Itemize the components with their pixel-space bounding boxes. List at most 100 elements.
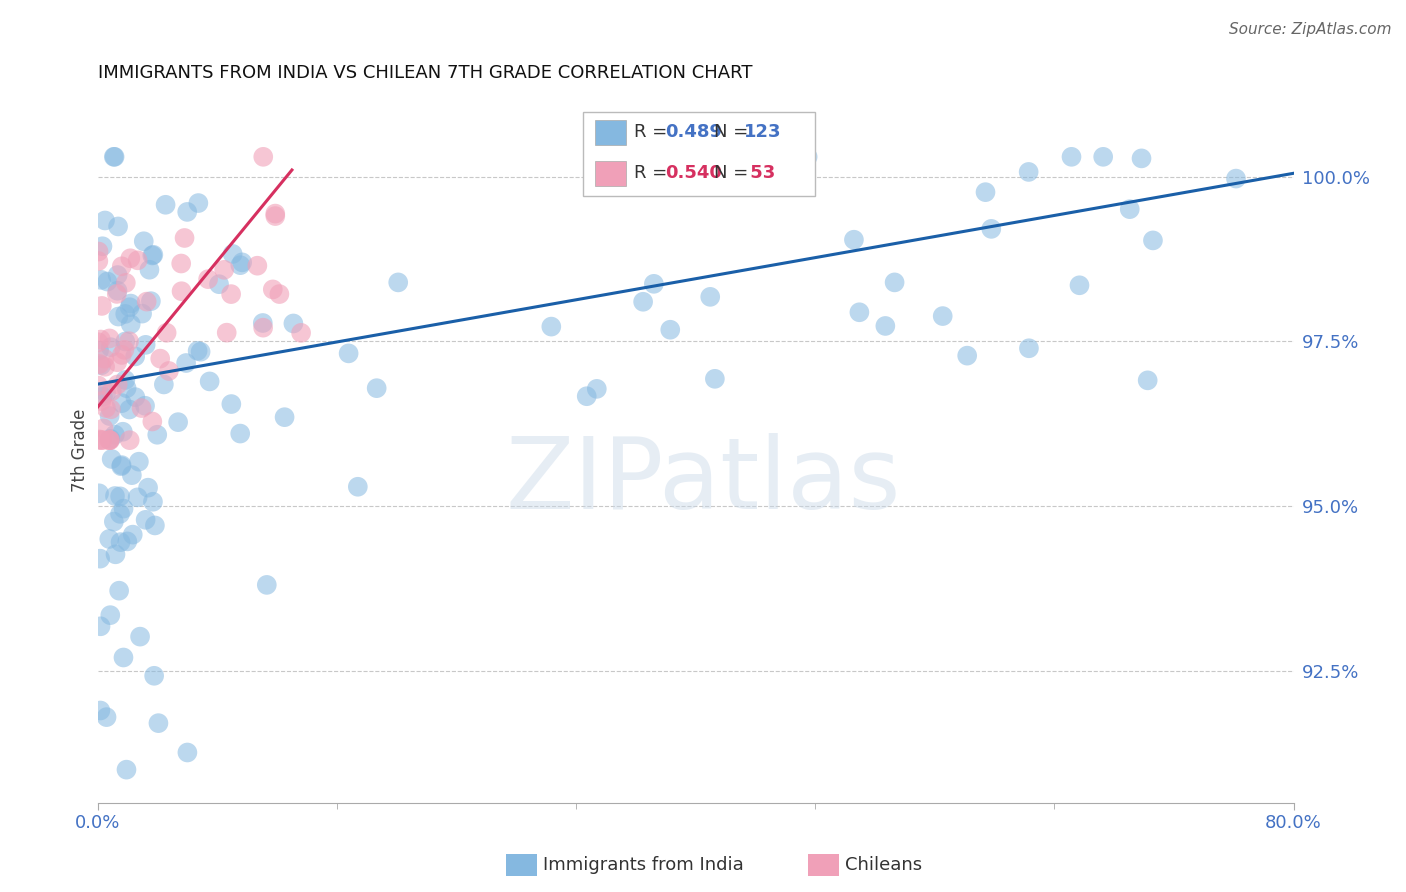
Text: 53: 53 xyxy=(744,164,775,182)
Text: R =: R = xyxy=(634,164,673,182)
Point xyxy=(215,326,238,340)
Point xyxy=(796,150,818,164)
Point xyxy=(134,399,156,413)
Point xyxy=(176,746,198,760)
Point xyxy=(190,344,212,359)
Point xyxy=(176,205,198,219)
Point xyxy=(107,219,129,234)
Text: 123: 123 xyxy=(744,123,782,141)
Point xyxy=(103,150,125,164)
Text: 0.489: 0.489 xyxy=(665,123,723,141)
Point xyxy=(96,275,118,289)
Point xyxy=(120,252,142,266)
Point xyxy=(98,409,121,423)
Point xyxy=(252,320,274,334)
Point xyxy=(94,385,117,400)
Point xyxy=(110,535,132,549)
Point xyxy=(90,333,112,347)
Point xyxy=(120,317,142,331)
Text: ZIPatlas: ZIPatlas xyxy=(505,434,901,530)
Point xyxy=(1142,234,1164,248)
Point xyxy=(1092,150,1115,164)
Point xyxy=(131,401,153,415)
Point xyxy=(98,433,121,447)
Text: Chileans: Chileans xyxy=(845,856,922,874)
Point xyxy=(141,415,163,429)
Point xyxy=(108,583,131,598)
Point xyxy=(1069,278,1091,293)
Point xyxy=(87,335,110,350)
Point xyxy=(1130,152,1153,166)
Point xyxy=(699,290,721,304)
Point xyxy=(290,326,312,340)
Point xyxy=(112,501,135,516)
Point xyxy=(346,480,368,494)
Point xyxy=(91,433,114,447)
Point xyxy=(118,334,141,348)
Point xyxy=(187,343,209,358)
Point xyxy=(129,630,152,644)
Y-axis label: 7th Grade: 7th Grade xyxy=(72,409,89,491)
Point xyxy=(197,272,219,286)
Point xyxy=(703,372,725,386)
Point xyxy=(98,433,121,447)
Text: R =: R = xyxy=(634,123,673,141)
Point xyxy=(98,331,121,345)
Point xyxy=(631,294,654,309)
Point xyxy=(157,364,180,378)
Point xyxy=(156,326,179,340)
Point xyxy=(148,716,170,731)
Point xyxy=(136,481,159,495)
Point xyxy=(115,763,138,777)
Point xyxy=(132,234,155,248)
Point xyxy=(90,299,112,313)
Point xyxy=(264,206,287,220)
Point xyxy=(111,396,134,410)
Point xyxy=(103,515,125,529)
Point xyxy=(105,355,128,369)
Point xyxy=(91,239,114,253)
Point xyxy=(121,468,143,483)
Point xyxy=(107,284,129,298)
Point xyxy=(1018,341,1040,355)
Point xyxy=(87,254,110,268)
Point xyxy=(212,262,235,277)
Point xyxy=(252,150,274,164)
Point xyxy=(90,433,112,447)
Point xyxy=(142,494,165,508)
Point xyxy=(585,382,607,396)
Point xyxy=(128,455,150,469)
Point xyxy=(659,323,682,337)
Point xyxy=(366,381,388,395)
Point xyxy=(143,518,166,533)
Text: 0.540: 0.540 xyxy=(665,164,721,182)
Point xyxy=(1119,202,1142,216)
Point xyxy=(98,432,121,446)
Point xyxy=(89,357,111,371)
Point xyxy=(98,433,121,447)
Point xyxy=(93,421,115,435)
Point xyxy=(100,340,122,354)
Point xyxy=(89,704,111,718)
Point xyxy=(229,258,252,272)
Point xyxy=(114,307,136,321)
Point xyxy=(104,150,127,164)
Point xyxy=(131,307,153,321)
Point xyxy=(87,244,110,259)
Point xyxy=(110,459,132,474)
Point xyxy=(143,669,166,683)
Point xyxy=(94,401,117,415)
Point xyxy=(89,433,111,447)
Point xyxy=(931,309,953,323)
Point xyxy=(118,300,141,314)
Point xyxy=(87,343,110,358)
Point xyxy=(104,489,127,503)
Point xyxy=(114,276,136,290)
Point xyxy=(219,287,242,301)
Point xyxy=(135,513,157,527)
Point xyxy=(115,381,138,395)
Point xyxy=(628,169,651,183)
Point xyxy=(138,262,160,277)
Point xyxy=(89,551,111,566)
Text: Immigrants from India: Immigrants from India xyxy=(543,856,744,874)
